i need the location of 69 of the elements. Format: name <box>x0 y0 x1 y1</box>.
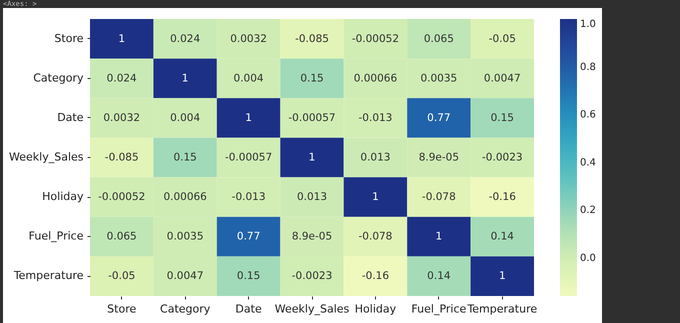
data-label: -0.00057 <box>288 112 336 124</box>
data-label: 1 <box>308 152 316 164</box>
y-tick-label: Fuel_Price <box>28 230 84 243</box>
data-label: -0.16 <box>362 270 390 282</box>
data-label: -0.16 <box>488 191 516 204</box>
color-bar-label: 0.8 <box>580 62 596 73</box>
data-label: 1 <box>436 230 442 243</box>
y-tick-label: Temperature <box>12 269 84 282</box>
data-label: 0.004 <box>170 112 200 124</box>
data-label: -0.00052 <box>352 32 400 45</box>
x-tick-label: Temperature <box>466 302 538 316</box>
data-label: 0.0035 <box>166 230 204 243</box>
data-label: 0.024 <box>106 72 138 84</box>
color-bar-label: 0.0 <box>580 252 596 264</box>
data-label: 0.065 <box>106 230 137 243</box>
data-label: 0.004 <box>234 72 264 84</box>
color-bar-label: 0.6 <box>580 110 596 121</box>
data-label: -0.013 <box>232 191 266 204</box>
color-bar-label: 0.4 <box>580 157 596 168</box>
data-label: 1 <box>118 32 126 45</box>
data-label: 0.0047 <box>166 270 204 282</box>
data-label: 0.00066 <box>354 72 398 84</box>
data-label: 1 <box>372 191 379 204</box>
y-tick-label: Store <box>54 32 84 45</box>
data-label: 0.0035 <box>420 72 458 84</box>
data-label: -0.078 <box>422 191 456 204</box>
data-label: -0.0023 <box>292 270 332 282</box>
x-tick-label: Weekly_Sales <box>274 302 350 316</box>
data-label: 0.065 <box>424 32 454 45</box>
color-bar-label: 1.0 <box>580 19 596 30</box>
data-label: 8.9e-05 <box>292 230 332 243</box>
data-label: 0.14 <box>427 270 451 282</box>
data-label: -0.085 <box>104 152 139 164</box>
data-label: 0.15 <box>173 152 197 164</box>
data-label: -0.085 <box>295 32 329 45</box>
data-label: -0.013 <box>358 112 392 124</box>
data-label: 0.15 <box>490 112 514 124</box>
data-label: -0.05 <box>108 270 136 282</box>
x-tick-label: Category <box>160 302 211 316</box>
x-tick-label: Holiday <box>354 302 397 316</box>
data-label: -0.0023 <box>482 152 523 164</box>
data-label: -0.00057 <box>224 152 272 164</box>
data-label: 0.013 <box>360 152 390 164</box>
data-label: 0.013 <box>296 191 328 204</box>
data-label: 0.77 <box>236 230 260 243</box>
data-label: 0.0032 <box>103 112 140 124</box>
data-label: 0.15 <box>236 270 260 282</box>
data-label: 0.15 <box>300 72 324 84</box>
data-label: 0.024 <box>170 32 200 45</box>
data-label: 1 <box>245 112 252 124</box>
data-label: 0.77 <box>427 112 451 124</box>
y-tick-label: Category <box>33 71 84 84</box>
x-tick-label: Store <box>107 302 136 316</box>
x-tick-label: Date <box>235 302 262 316</box>
data-label: 1 <box>498 270 506 282</box>
data-label: 1 <box>182 72 188 84</box>
data-label: -0.05 <box>488 32 516 45</box>
x-tick-label: Fuel_Price <box>411 302 467 316</box>
y-tick-label: Holiday <box>42 190 84 204</box>
data-label: 0.0047 <box>484 72 521 84</box>
data-label: -0.00052 <box>98 191 146 204</box>
color-bar-label: 0.2 <box>580 205 596 216</box>
y-tick-label: Weekly_Sales <box>9 150 84 164</box>
y-tick-label: Date <box>57 110 84 124</box>
data-label: 0.0032 <box>230 32 267 45</box>
data-label: -0.078 <box>358 230 392 243</box>
data-label: 0.00066 <box>163 191 208 204</box>
data-label: 0.14 <box>490 230 514 243</box>
data-label: 8.9e-05 <box>418 152 460 164</box>
